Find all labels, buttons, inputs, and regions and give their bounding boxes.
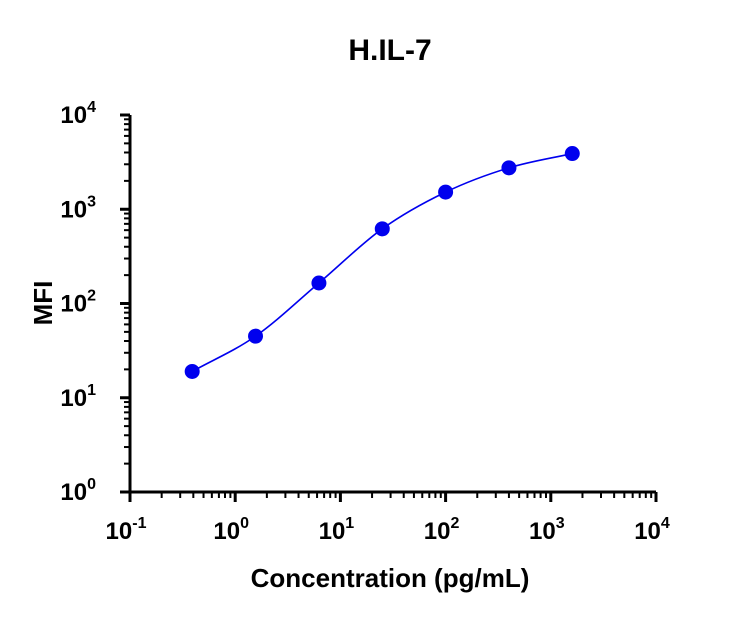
y-tick-label: 104 bbox=[60, 99, 96, 129]
y-tick-label: 103 bbox=[60, 193, 96, 223]
data-point bbox=[564, 146, 580, 162]
data-point bbox=[248, 328, 264, 344]
data-point bbox=[374, 221, 390, 237]
data-point bbox=[438, 184, 454, 200]
x-tick-label: 104 bbox=[634, 515, 670, 545]
y-axis-label: MFI bbox=[28, 281, 58, 326]
y-tick-label: 100 bbox=[60, 476, 96, 506]
x-ticks: 10-1 100 101 102 103 104 bbox=[106, 492, 670, 545]
x-tick-label: 103 bbox=[529, 515, 565, 545]
y-tick-label: 101 bbox=[60, 382, 96, 412]
y-ticks: 100 101 102 103 104 bbox=[60, 99, 130, 506]
x-tick-label: 101 bbox=[319, 515, 355, 545]
chart-title: H.IL-7 bbox=[348, 34, 431, 67]
data-point bbox=[311, 275, 327, 291]
y-tick-label: 102 bbox=[60, 288, 96, 318]
data-point bbox=[184, 363, 200, 379]
data-point bbox=[501, 160, 517, 176]
x-tick-label: 10-1 bbox=[106, 515, 147, 545]
x-tick-label: 100 bbox=[213, 515, 249, 545]
x-axis-label: Concentration (pg/mL) bbox=[251, 563, 530, 593]
data-points-layer bbox=[184, 146, 580, 379]
x-tick-label: 102 bbox=[424, 515, 460, 545]
